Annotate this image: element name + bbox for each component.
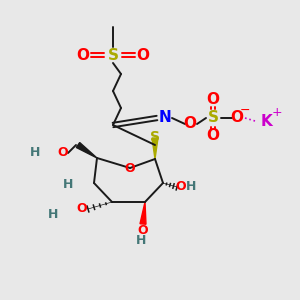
Text: S: S <box>107 47 118 62</box>
Text: O: O <box>58 146 68 160</box>
Text: +: + <box>272 106 282 119</box>
Text: H: H <box>63 178 73 191</box>
Text: N: N <box>159 110 171 125</box>
Text: H: H <box>136 233 146 247</box>
Text: H: H <box>186 181 196 194</box>
Text: H: H <box>30 146 40 160</box>
Text: −: − <box>240 103 250 116</box>
Polygon shape <box>140 202 146 224</box>
Text: O: O <box>76 47 89 62</box>
Text: O: O <box>138 224 148 236</box>
Text: K: K <box>261 113 273 128</box>
Polygon shape <box>76 142 97 158</box>
Text: O: O <box>136 47 149 62</box>
Text: H: H <box>48 208 58 221</box>
Text: O: O <box>206 92 220 107</box>
Text: O: O <box>206 128 220 143</box>
Text: O: O <box>230 110 244 125</box>
Text: O: O <box>184 116 196 131</box>
Text: O: O <box>176 181 186 194</box>
Text: S: S <box>150 130 160 144</box>
Text: S: S <box>208 110 218 125</box>
Polygon shape <box>152 138 158 159</box>
Text: O: O <box>77 202 87 215</box>
Text: O: O <box>125 161 135 175</box>
